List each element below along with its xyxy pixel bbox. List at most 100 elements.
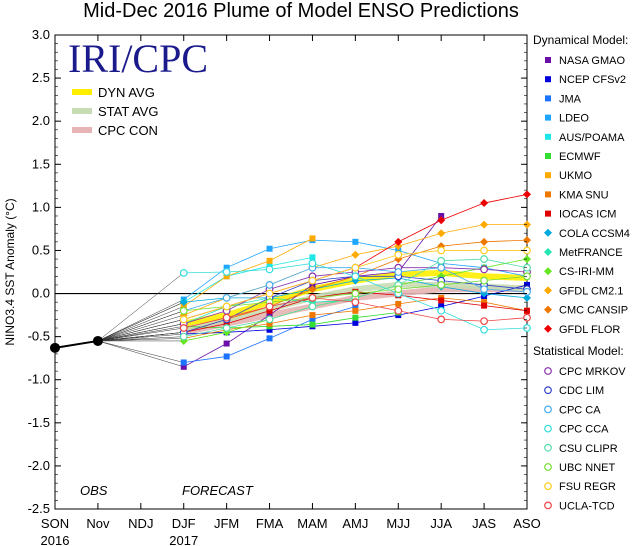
stat-avg-legend-label: STAT AVG [98,104,158,119]
ukmo-legend-marker [545,172,551,179]
cpc-ca-point [480,285,488,294]
csu-clipr-point [308,302,317,311]
jma-point [223,353,230,360]
ncep-cfsv2-point [266,326,273,333]
csu-clipr-point [437,256,446,265]
kma-snu-legend-label: KMA SNU [559,189,609,201]
cmc-cansip-point [480,237,489,246]
csu-clipr-point [222,324,231,332]
jma-point [266,335,273,342]
kma-snu-point [352,307,359,314]
x-tick-label: MAM [297,516,327,531]
fsu-regr-point [222,302,231,311]
cmc-cansip-legend-label: CMC CANSIP [559,305,628,317]
cpc-cca-connector [97,272,184,342]
gfdl-cm2-1-point [394,242,403,251]
ecmwf-line [183,312,399,329]
x-tick-label: DJF [172,516,196,531]
cmc-cansip-legend-marker [544,305,552,314]
gfdl-cm2-1-legend-label: GFDL CM2.1 [559,285,623,297]
iocas-icm-legend-label: IOCAS ICM [559,209,616,221]
ucla-tcd-point [480,317,488,326]
x-tick-label: JJA [430,516,452,531]
kma-snu-point [395,300,402,307]
cdc-lim-connector [97,332,184,342]
nasa-gmao-legend-label: NASA GMAO [559,55,625,67]
forecast-label: FORECAST [182,483,254,498]
ucla-tcd-point [265,302,274,311]
fsu-regr-point [265,289,274,298]
gfdl-flor-point [480,199,489,208]
dynamical-legend-title: Dynamical Model: [533,33,628,47]
fsu-regr-point [308,276,317,285]
observed-point [50,342,60,353]
ukmo-line [183,238,313,307]
cpc-mrkov-connector [97,323,184,342]
axis-layer: -2.5 -2.0 -1.5 -1.0 -0.5 0.0 0.5 1.0 1.5 2.0 2.5 3.… [28,27,541,546]
metfrance-legend-label: MetFRANCE [559,247,623,259]
ubc-nnet-point [351,289,360,298]
iocas-icm-point [481,302,488,309]
statistical-legend-title: Statistical Model: [533,344,624,358]
cs-iri-mm-legend-label: CS-IRI-MM [559,266,614,278]
y-tick-label: 2.0 [32,113,50,128]
ecmwf-legend-marker [545,153,551,159]
iri-cpc-logo: IRI/CPC [68,36,208,81]
x-tick-label: NDJ [128,516,153,531]
kma-snu-point [481,299,488,306]
cpc-cca-legend-marker [544,424,552,433]
aus-poama-legend-label: AUS/POAMA [559,132,625,144]
gfdl-flor-point [394,237,403,246]
chart-title: Mid-Dec 2016 Plume of Model ENSO Predict… [83,0,519,22]
observed-line [54,339,99,349]
cpc-cca-point [222,268,231,276]
nasa-gmao-connector [97,340,184,368]
iocas-icm-legend-marker [545,210,551,217]
ukmo-connector [97,306,184,342]
x-tick-label: JAS [472,516,496,531]
nasa-gmao-point [180,363,187,370]
ncep-cfsv2-point [438,303,445,310]
gfdl-cm2-1-legend-marker [544,286,552,295]
ukmo-point [309,235,316,242]
ucla-tcd-point [179,324,188,332]
dyn-avg-legend-label: DYN AVG [98,85,155,100]
iocas-icm-point [438,297,445,304]
aus-poama-line [183,256,313,303]
y-tick-label: -1.0 [28,372,50,387]
ucla-tcd-legend-label: UCLA-TCD [559,500,615,512]
ldeo-legend-marker [545,114,551,121]
fsu-regr-legend-label: FSU REGR [559,481,616,493]
fsu-regr-legend-marker [544,482,552,491]
kma-snu-legend-marker [545,191,551,198]
jma-point [352,303,359,310]
ldeo-point [266,245,273,252]
nasa-gmao-point [223,340,230,347]
y-tick-label: -1.5 [28,415,50,430]
cpc-ca-point [437,263,446,272]
gfdl-cm2-1-point [480,220,489,229]
gfdl-flor-legend-label: GFDL FLOR [559,324,620,336]
cpc-mrkov-point [480,265,488,274]
cpc-ca-point [265,281,274,289]
ncep-cfsv2-legend-label: NCEP CFSv2 [559,74,626,86]
fsu-regr-point [437,246,446,255]
csu-clipr-point [265,315,274,324]
ubc-nnet-legend-label: UBC NNET [559,462,616,474]
cpc-cca-point [179,268,188,277]
ldeo-point [223,264,230,271]
fsu-regr-point [179,315,188,324]
gfdl-flor-point [437,216,446,225]
ncep-cfsv2-point [352,319,359,326]
x-tick-label: MJJ [386,516,410,531]
cpc-ca-point [222,293,231,302]
ubc-nnet-point [394,285,403,294]
observed-point [92,335,103,346]
y-tick-label: 2.5 [32,70,50,85]
cpc-ca-legend-label: CPC CA [559,404,601,416]
ecmwf-point [352,314,359,321]
ukmo-point [180,303,187,310]
y-tick-label: -2.0 [28,458,50,473]
csu-clipr-legend-label: CSU CLIPR [559,443,618,455]
